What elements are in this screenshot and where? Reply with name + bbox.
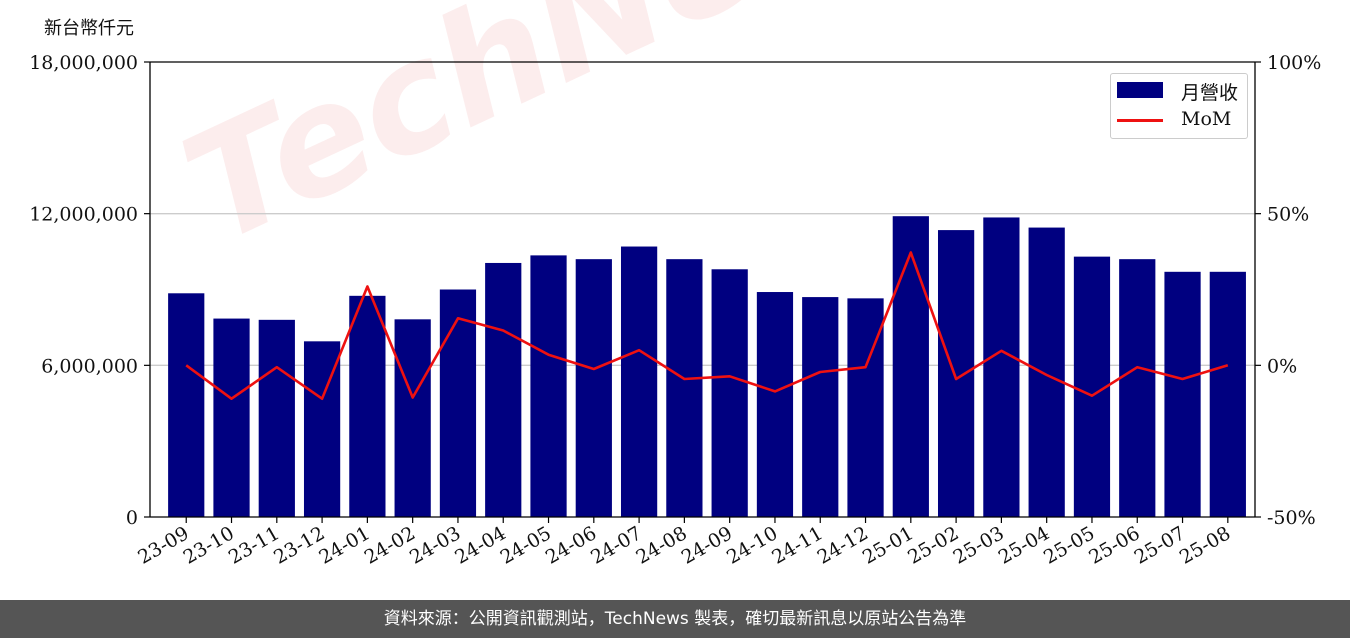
left-tick-label: 12,000,000 (29, 204, 138, 226)
x-tick-label: 24-02 (361, 522, 419, 568)
left-tick-label: 0 (126, 507, 138, 529)
x-tick-label: 23-09 (134, 522, 192, 568)
x-tick-label: 25-05 (1040, 522, 1098, 568)
x-tick-label: 25-06 (1085, 522, 1143, 568)
x-tick-label: 24-01 (315, 522, 373, 568)
bar-24-09 (711, 269, 748, 517)
right-tick-label: 0% (1267, 355, 1297, 377)
x-tick-label: 25-08 (1176, 522, 1234, 568)
left-tick-label: 6,000,000 (41, 355, 138, 377)
bar-24-02 (394, 319, 431, 517)
mom-line (185, 251, 1229, 401)
x-tick-label: 25-03 (949, 522, 1007, 568)
x-tick-label: 24-12 (814, 522, 872, 568)
left-tick-label: 18,000,000 (29, 52, 138, 74)
x-tick-label: 24-05 (497, 522, 555, 568)
right-tick-label: 50% (1267, 204, 1309, 226)
legend-swatch-line (1117, 119, 1163, 122)
legend-item-mom: MoM (1117, 108, 1243, 134)
bar-24-07 (620, 246, 658, 517)
bar-25-02 (937, 230, 975, 517)
bar-25-01 (892, 216, 929, 517)
bar-23-09 (168, 293, 205, 517)
legend-label-revenue: 月營收 (1181, 82, 1239, 104)
legend-swatch-bar (1117, 82, 1163, 98)
x-tick-label: 24-08 (632, 522, 690, 568)
x-tick-label: 25-07 (1131, 522, 1189, 568)
x-tick-label: 25-01 (859, 522, 917, 568)
bar-24-06 (575, 259, 612, 517)
x-tick-label: 25-02 (904, 522, 962, 568)
y-axis-unit-label: 新台幣仟元 (44, 18, 134, 39)
x-tick-label: 23-11 (225, 522, 283, 568)
revenue-chart: 0 6,000,000 12,000,000 18,000,000 -50% 0% 50% 1… (29, 52, 1321, 569)
bar-25-03 (983, 217, 1020, 518)
bar-24-03 (439, 289, 477, 517)
right-tick-label: -50% (1267, 507, 1316, 529)
bar-24-04 (485, 262, 522, 517)
bar-24-08 (666, 259, 703, 517)
bar-24-05 (530, 255, 567, 517)
bar-25-04 (1028, 227, 1065, 517)
source-footer: 資料來源：公開資訊觀測站，TechNews 製表，確切最新訊息以原站公告為準 (0, 600, 1350, 638)
bar-25-07 (1164, 271, 1201, 517)
x-tick-label: 24-11 (768, 522, 826, 568)
legend-item-revenue: 月營收 (1117, 78, 1243, 104)
x-tick-label: 24-03 (406, 522, 464, 568)
bar-24-10 (756, 292, 794, 517)
x-tick-label: 23-10 (180, 522, 238, 568)
bar-24-01 (349, 295, 386, 517)
x-tick-label: 24-09 (678, 522, 736, 568)
x-tick-label: 24-04 (451, 522, 509, 568)
chart-legend: 月營收 MoM (1110, 73, 1248, 139)
x-tick-label: 24-07 (587, 522, 645, 568)
bar-24-12 (847, 298, 884, 517)
bar-23-10 (213, 318, 250, 517)
right-tick-label: 100% (1267, 52, 1321, 74)
x-tick-label: 24-06 (542, 522, 600, 568)
x-tick-label: 23-12 (270, 522, 328, 568)
bar-25-08 (1209, 271, 1246, 517)
bar-23-11 (258, 319, 295, 517)
x-tick-label: 24-10 (723, 522, 781, 568)
bar-25-06 (1119, 259, 1156, 517)
x-tick-label: 25-04 (995, 522, 1053, 568)
legend-label-mom: MoM (1181, 108, 1232, 130)
bar-24-11 (802, 297, 839, 517)
